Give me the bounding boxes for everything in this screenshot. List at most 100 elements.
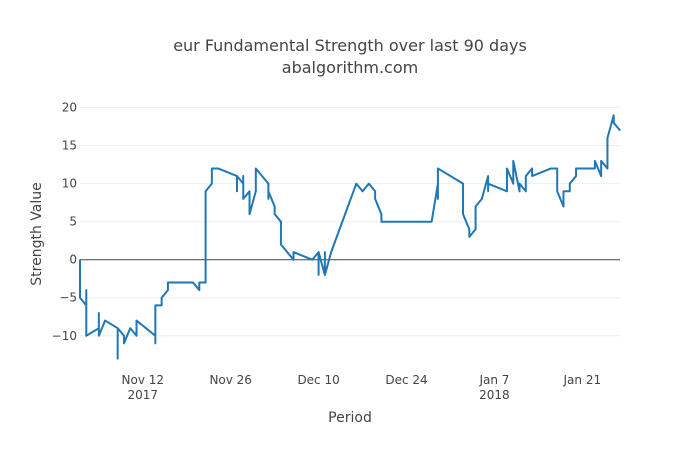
- series: [79, 114, 621, 360]
- series-line: [79, 114, 621, 360]
- x-tick-label: Jan 7: [478, 373, 509, 387]
- y-tick-label: 10: [62, 177, 77, 191]
- data-point: [318, 251, 320, 253]
- data-point: [380, 221, 382, 223]
- data-point: [274, 213, 276, 215]
- y-tick-label: 20: [62, 101, 77, 115]
- data-point: [525, 190, 527, 192]
- data-point: [462, 213, 464, 215]
- data-point: [324, 251, 326, 253]
- y-axis-title: Strength Value: [29, 182, 45, 285]
- data-point: [600, 160, 602, 162]
- data-point: [154, 342, 156, 344]
- data-point: [374, 190, 376, 192]
- data-point: [274, 205, 276, 208]
- data-point: [531, 167, 533, 170]
- data-point: [280, 221, 282, 223]
- chart-subtitle: abalgorithm.com: [282, 58, 418, 77]
- data-point: [248, 213, 251, 215]
- data-point: [613, 122, 615, 124]
- data-point: [569, 183, 571, 185]
- y-tick-label: 5: [69, 215, 77, 229]
- data-point: [167, 281, 169, 284]
- data-point: [161, 297, 163, 299]
- data-point: [487, 183, 489, 185]
- data-point: [236, 190, 238, 192]
- x-axis-title: Period: [328, 410, 372, 426]
- data-point: [311, 259, 313, 261]
- data-point: [242, 175, 244, 177]
- data-point: [355, 183, 357, 185]
- data-point: [98, 327, 100, 329]
- data-point: [324, 274, 326, 276]
- data-point: [368, 183, 370, 185]
- data-point: [173, 281, 175, 284]
- data-point: [217, 167, 219, 170]
- data-point: [135, 335, 138, 337]
- data-point: [468, 236, 470, 238]
- data-point: [204, 190, 207, 192]
- data-point: [512, 183, 514, 185]
- data-point: [613, 114, 615, 116]
- data-point: [512, 175, 514, 177]
- x-tick-label: Dec 24: [385, 373, 427, 387]
- data-point: [506, 167, 508, 170]
- x-tick-label: Dec 10: [297, 373, 339, 387]
- y-tick-label: 15: [62, 139, 77, 153]
- data-point: [562, 205, 565, 208]
- data-point: [123, 342, 125, 344]
- data-point: [556, 190, 558, 192]
- chart-title: eur Fundamental Strength over last 90 da…: [173, 36, 527, 55]
- data-point: [437, 167, 439, 170]
- data-point: [211, 183, 213, 185]
- data-point: [204, 281, 207, 284]
- data-point: [462, 183, 464, 185]
- data-point: [104, 319, 106, 322]
- data-point: [236, 175, 238, 177]
- x-tick-year-label: 2017: [128, 388, 159, 402]
- data-point: [135, 319, 138, 322]
- data-point: [123, 335, 125, 337]
- data-point: [255, 190, 257, 192]
- data-point: [198, 281, 200, 284]
- data-point: [242, 183, 244, 185]
- data-point: [569, 190, 571, 192]
- data-point: [594, 167, 596, 170]
- data-point: [267, 190, 269, 192]
- gridlines: [80, 107, 620, 337]
- data-point: [550, 167, 552, 170]
- data-point: [98, 312, 100, 314]
- data-point: [330, 251, 332, 253]
- data-point: [286, 251, 288, 253]
- data-point: [198, 289, 200, 291]
- data-point: [431, 221, 433, 223]
- data-point: [512, 160, 514, 162]
- data-point: [255, 167, 257, 170]
- x-tick-label: Nov 12: [122, 373, 165, 387]
- data-point: [506, 190, 508, 192]
- data-point: [85, 304, 87, 306]
- data-point: [117, 327, 119, 329]
- data-point: [606, 167, 609, 170]
- data-point: [531, 175, 533, 177]
- data-point: [85, 289, 87, 291]
- data-point: [606, 137, 609, 139]
- data-point: [562, 190, 565, 192]
- data-point: [280, 243, 282, 246]
- data-point: [161, 304, 163, 306]
- data-point: [437, 183, 439, 185]
- data-point: [129, 327, 131, 329]
- x-tick-label: Nov 26: [209, 373, 252, 387]
- data-point: [606, 152, 609, 154]
- data-point: [474, 205, 477, 208]
- data-point: [380, 213, 382, 215]
- y-tick-label: 0: [69, 253, 77, 267]
- y-tick-label: −5: [59, 291, 77, 305]
- data-point: [487, 175, 489, 177]
- data-point: [374, 198, 376, 200]
- x-tick-label: Jan 21: [563, 373, 602, 387]
- data-point: [267, 183, 269, 185]
- data-point: [192, 281, 194, 284]
